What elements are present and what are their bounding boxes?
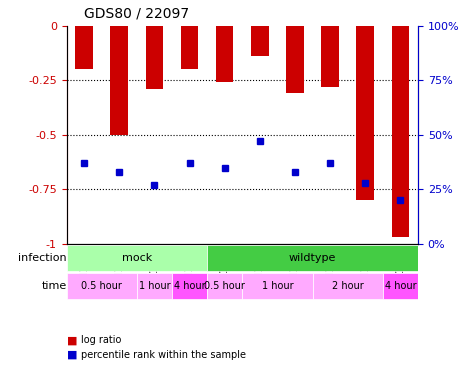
- FancyBboxPatch shape: [313, 273, 383, 299]
- FancyBboxPatch shape: [383, 273, 418, 299]
- FancyBboxPatch shape: [172, 273, 207, 299]
- Text: ■: ■: [66, 335, 77, 346]
- Bar: [145, 26, 163, 89]
- Bar: [251, 26, 269, 56]
- Text: 0.5 hour: 0.5 hour: [81, 281, 122, 291]
- Bar: [180, 26, 199, 69]
- Bar: [321, 26, 339, 87]
- Text: 4 hour: 4 hour: [174, 281, 205, 291]
- Text: percentile rank within the sample: percentile rank within the sample: [81, 350, 246, 360]
- FancyBboxPatch shape: [207, 245, 418, 270]
- FancyBboxPatch shape: [66, 273, 137, 299]
- Text: wildtype: wildtype: [289, 253, 336, 263]
- Text: time: time: [41, 281, 66, 291]
- Bar: [286, 26, 304, 93]
- Text: log ratio: log ratio: [81, 335, 121, 346]
- FancyBboxPatch shape: [207, 273, 242, 299]
- Text: 0.5 hour: 0.5 hour: [204, 281, 245, 291]
- Text: infection: infection: [18, 253, 66, 263]
- Text: 4 hour: 4 hour: [385, 281, 416, 291]
- Bar: [356, 26, 374, 200]
- FancyBboxPatch shape: [66, 245, 207, 270]
- Text: mock: mock: [122, 253, 152, 263]
- Bar: [391, 26, 409, 238]
- FancyBboxPatch shape: [242, 273, 313, 299]
- Text: 1 hour: 1 hour: [139, 281, 170, 291]
- Text: 1 hour: 1 hour: [262, 281, 293, 291]
- Text: GDS80 / 22097: GDS80 / 22097: [84, 6, 189, 20]
- Text: ■: ■: [66, 350, 77, 360]
- Bar: [75, 26, 93, 69]
- Text: 2 hour: 2 hour: [332, 281, 363, 291]
- FancyBboxPatch shape: [137, 273, 172, 299]
- Bar: [110, 26, 128, 135]
- Bar: [216, 26, 233, 82]
